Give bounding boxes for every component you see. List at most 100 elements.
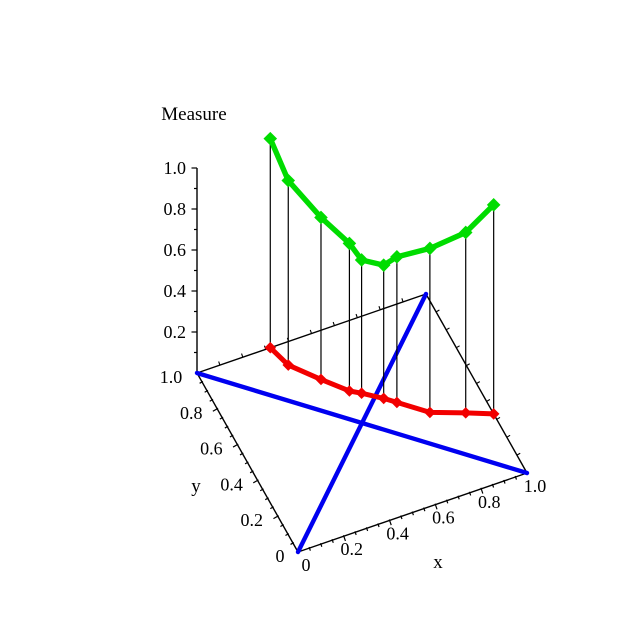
y-axis-tick xyxy=(199,380,204,384)
y-axis-tick xyxy=(229,434,234,438)
y-tick-label: 0.8 xyxy=(180,403,203,423)
plot-rendered-layers: 0 0.2 0.4 0.6 0.8 1.0 0 0.2 0.4 0.6 0.8 1.0 0.2 0.4 0.… xyxy=(160,131,547,575)
back-right-edge-tick xyxy=(476,381,481,384)
x-axis-tick xyxy=(388,519,392,526)
y-tick-label: 0.6 xyxy=(200,439,223,459)
base-point-marker xyxy=(459,407,472,419)
back-right-edge-tick xyxy=(466,363,470,367)
back-right-edge-tick xyxy=(516,452,521,456)
y-tick-label: 0.4 xyxy=(220,474,243,494)
measure-point-marker xyxy=(314,210,328,225)
x-axis-tick xyxy=(400,515,403,520)
back-left-edge-tick xyxy=(401,298,404,303)
measure-point-marker xyxy=(281,173,296,188)
y-axis-tick xyxy=(244,461,249,465)
y-tick-label: 0.2 xyxy=(241,510,264,530)
x-axis-tick xyxy=(480,487,484,494)
back-right-edge-tick xyxy=(496,416,501,420)
y-axis-tick xyxy=(224,425,229,429)
y-axis-tick xyxy=(270,506,274,510)
x-axis-tick xyxy=(377,523,380,528)
base-point-marker xyxy=(315,373,327,386)
measure-point-marker xyxy=(486,198,501,212)
base-point-marker xyxy=(487,408,500,420)
back-right-edge-tick xyxy=(445,327,450,331)
x-axis-title: x xyxy=(433,552,443,573)
y-axis-tick xyxy=(259,488,264,492)
x-axis-tick xyxy=(354,531,357,536)
back-right-edge-tick xyxy=(506,434,511,438)
back-left-edge-tick xyxy=(378,306,381,310)
base-point-marker xyxy=(424,406,436,419)
base-curve xyxy=(267,345,497,417)
base-point-marker xyxy=(282,359,295,371)
back-right-edge-tick xyxy=(456,345,460,349)
back-right-edge-tick xyxy=(435,309,440,313)
x-axis-tick xyxy=(365,527,369,532)
y-axis-tick xyxy=(280,524,285,528)
y-axis-tick xyxy=(252,479,259,484)
y-axis-tick xyxy=(212,407,219,412)
y-axis-tick xyxy=(204,389,209,393)
z-tick-label: 0.4 xyxy=(164,281,187,301)
x-axis-tick xyxy=(331,539,334,543)
y-axis-tick xyxy=(264,497,269,501)
base-point-marker xyxy=(355,387,368,399)
y-axis-tick xyxy=(273,515,279,520)
x-tick-label: 0.2 xyxy=(341,539,364,559)
y-axis-tick xyxy=(232,443,239,448)
x-axis-tick xyxy=(342,535,346,542)
x-axis-tick xyxy=(491,483,495,488)
measure-point-marker xyxy=(342,236,357,251)
x-tick-label: 0.8 xyxy=(478,492,501,512)
back-left-edge-tick xyxy=(332,321,335,326)
z-tick-label: 0.2 xyxy=(164,322,187,342)
back-left-edge-tick xyxy=(355,313,358,318)
x-tick-label: 0.6 xyxy=(432,508,455,528)
back-left-edge-tick xyxy=(218,361,221,366)
y-axis-tick xyxy=(219,416,224,420)
z-tick-label: 0.6 xyxy=(164,240,187,260)
measure-point-marker xyxy=(423,241,437,256)
x-axis-tick xyxy=(468,491,472,496)
x-axis-tick xyxy=(308,546,311,551)
measure-point-marker xyxy=(263,131,278,146)
x-axis-tick xyxy=(423,507,426,512)
back-right-edge-tick xyxy=(486,399,491,402)
x-tick-label: 1.0 xyxy=(524,476,547,496)
y-tick-label: 1.0 xyxy=(160,367,183,387)
base-point-marker xyxy=(377,392,390,405)
x-axis-tick xyxy=(320,542,323,547)
measure-point-marker xyxy=(458,225,473,240)
anti-diagonal-y-equals-1-minus-x xyxy=(194,370,530,476)
z-tick-label: 0.8 xyxy=(164,199,187,219)
x-axis-tick xyxy=(503,479,506,484)
y-axis-tick xyxy=(249,470,254,474)
measure-curve xyxy=(267,135,497,268)
x-tick-label: 0 xyxy=(302,555,311,575)
z-tick-label: 1.0 xyxy=(164,158,187,178)
measure-point-marker xyxy=(390,250,404,264)
x-tick-label: 0.4 xyxy=(386,523,409,543)
measure-point-marker xyxy=(376,258,391,272)
base-point-marker xyxy=(391,396,403,409)
base-point-marker xyxy=(264,341,277,354)
x-axis-tick xyxy=(434,503,438,510)
y-axis-tick xyxy=(290,542,295,545)
x-axis-tick xyxy=(457,495,460,500)
y-axis-tick xyxy=(209,398,214,402)
y-axis-tick xyxy=(239,452,244,456)
back-left-edge-tick xyxy=(309,329,313,334)
y-tick-label: 0 xyxy=(276,546,285,566)
x-axis-tick xyxy=(411,511,414,516)
y-axis-title: y xyxy=(191,476,201,497)
z-axis-title: Measure xyxy=(161,104,226,125)
x-axis-tick xyxy=(514,475,518,480)
measure-point-marker xyxy=(354,253,369,267)
back-left-edge-tick xyxy=(241,353,244,358)
y-axis-tick xyxy=(285,533,290,536)
x-axis-tick xyxy=(445,499,449,504)
base-point-marker xyxy=(343,385,356,397)
